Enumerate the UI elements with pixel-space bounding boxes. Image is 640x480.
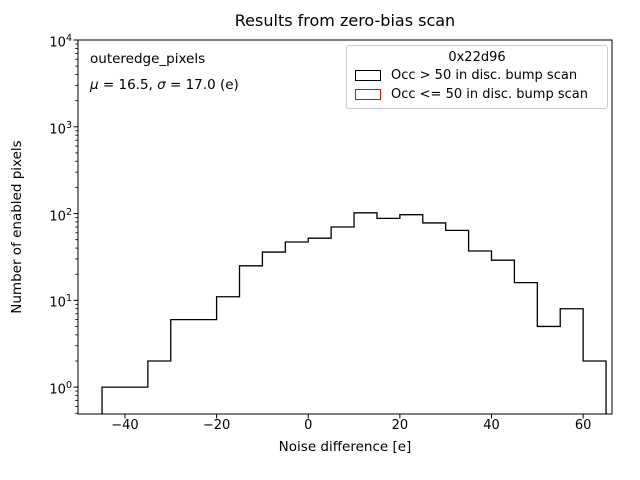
y-tick-label: 100 [49, 380, 72, 398]
chart-title: Results from zero-bias scan [234, 11, 456, 30]
stats-text: = 17.0 (e) [165, 77, 239, 93]
legend-swatch [355, 70, 381, 81]
x-tick-label: 60 [574, 418, 592, 433]
y-axis-label: Number of enabled pixels [9, 140, 25, 314]
legend-entry-label: Occ <= 50 in disc. bump scan [391, 87, 588, 102]
y-tick-label: 101 [49, 293, 72, 311]
x-axis-label: Noise difference [e] [278, 439, 412, 455]
y-tick-label: 104 [49, 33, 72, 51]
legend-row: Occ <= 50 in disc. bump scan [347, 85, 607, 104]
x-tick-label: −40 [111, 418, 139, 433]
histogram-step-series [101, 212, 607, 414]
stats-text: = 16.5, [98, 77, 158, 93]
plot-border [77, 39, 613, 415]
legend-entries: Occ > 50 in disc. bump scan Occ <= 50 in … [347, 66, 607, 104]
greek-symbol: σ [157, 77, 166, 93]
legend-title: 0x22d96 [448, 50, 506, 65]
y-tick-label: 103 [49, 119, 72, 138]
x-tick-label: −20 [202, 418, 231, 433]
histogram-name-annotation: outeredge_pixels [90, 51, 206, 67]
legend: 0x22d96 Occ > 50 in disc. bump scan Occ <… [346, 45, 608, 109]
x-tick-label: 40 [483, 418, 500, 433]
x-tick-label: 0 [304, 418, 313, 433]
greek-symbol: μ [90, 77, 99, 93]
legend-entry-label: Occ > 50 in disc. bump scan [391, 68, 578, 83]
y-tick-label: 102 [49, 206, 72, 224]
legend-row: Occ > 50 in disc. bump scan [347, 66, 607, 85]
legend-swatch [355, 89, 381, 100]
stats-annotation: μ = 16.5, σ = 17.0 (e) [90, 77, 239, 93]
x-tick-label: 20 [391, 418, 409, 433]
